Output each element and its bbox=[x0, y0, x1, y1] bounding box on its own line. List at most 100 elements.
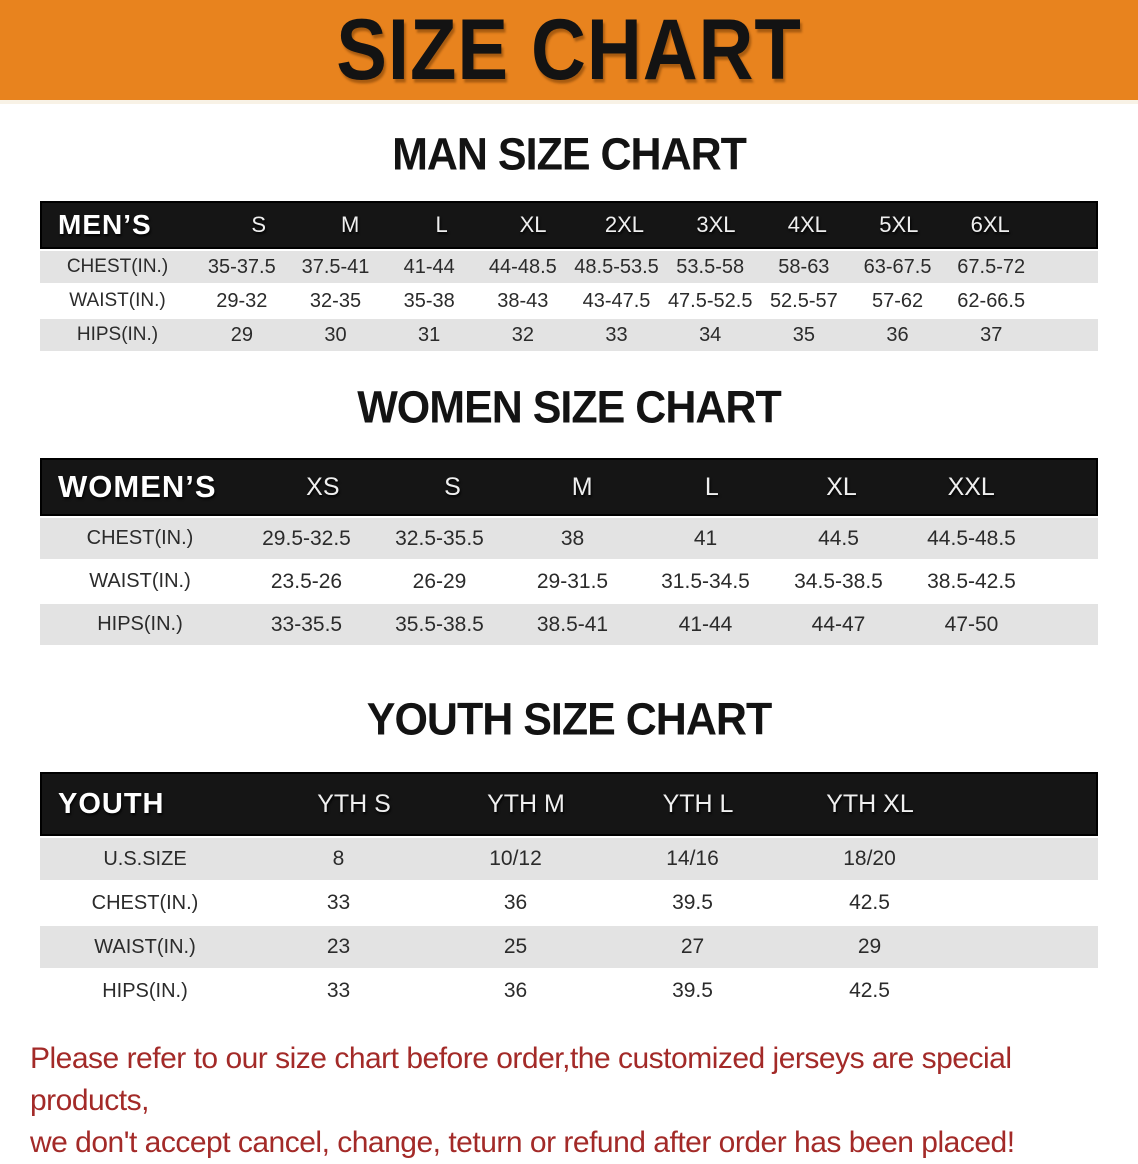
men-header-col: L bbox=[435, 212, 448, 237]
men-header-col: 3XL bbox=[696, 212, 736, 237]
men-header-col: 4XL bbox=[787, 212, 827, 237]
table-cell: 35 bbox=[792, 323, 815, 346]
men-header-col: 2XL bbox=[604, 212, 645, 237]
row-label: HIPS(IN.) bbox=[76, 324, 159, 345]
table-cell: 42.5 bbox=[849, 979, 890, 1002]
women-size-table: WOMEN’S XS S M L XL XXL CHEST(IN.) 29.5-… bbox=[40, 458, 1098, 645]
table-cell: 33-35.5 bbox=[270, 612, 343, 636]
women-header-col: S bbox=[444, 472, 461, 501]
table-cell: 57-62 bbox=[871, 289, 924, 312]
youth-hips-row: HIPS(IN.) 33 36 39.5 42.5 bbox=[40, 970, 1098, 1012]
table-cell: 27 bbox=[680, 935, 705, 958]
women-chest-row: CHEST(IN.) 29.5-32.5 32.5-35.5 38 41 44.… bbox=[40, 518, 1098, 559]
table-cell: 18/20 bbox=[843, 847, 896, 870]
women-header-col: XXL bbox=[947, 472, 995, 501]
women-header-col: XS bbox=[306, 472, 340, 501]
table-cell: 44-47 bbox=[811, 612, 866, 636]
table-cell: 33 bbox=[326, 891, 351, 914]
table-cell: 39.5 bbox=[672, 979, 713, 1002]
men-table-header-row: MEN’S S M L XL 2XL 3XL 4XL 5XL 6XL bbox=[40, 201, 1098, 249]
table-cell: 62-66.5 bbox=[957, 289, 1026, 312]
table-cell: 33 bbox=[326, 979, 351, 1002]
youth-header-col: YTH S bbox=[317, 789, 391, 818]
table-cell: 53.5-58 bbox=[676, 255, 745, 278]
table-cell: 44.5 bbox=[818, 526, 859, 550]
table-cell: 52.5-57 bbox=[769, 289, 838, 312]
size-chart-banner: SIZE CHART bbox=[0, 0, 1138, 104]
table-cell: 36 bbox=[886, 323, 909, 346]
table-cell: 25 bbox=[503, 935, 528, 958]
banner-title: SIZE CHART bbox=[336, 1, 802, 98]
table-cell: 41-44 bbox=[403, 255, 455, 278]
table-cell: 63-67.5 bbox=[863, 255, 932, 278]
table-cell: 36 bbox=[503, 891, 528, 914]
table-cell: 44.5-48.5 bbox=[927, 526, 1016, 550]
table-cell: 36 bbox=[503, 979, 528, 1002]
row-label: HIPS(IN.) bbox=[97, 613, 183, 635]
table-cell: 44-48.5 bbox=[488, 255, 557, 278]
footer-note: Please refer to our size chart before or… bbox=[0, 1038, 1138, 1164]
table-cell: 31 bbox=[418, 323, 441, 346]
men-header-col: S bbox=[251, 212, 267, 237]
youth-header-col: YTH L bbox=[662, 789, 734, 818]
youth-section-heading: YOUTH SIZE CHART bbox=[366, 694, 772, 746]
table-cell: 30 bbox=[324, 323, 347, 346]
men-waist-row: WAIST(IN.) 29-32 32-35 35-38 38-43 43-47… bbox=[40, 285, 1098, 317]
women-header-label: WOMEN’S bbox=[58, 469, 217, 504]
table-cell: 29-32 bbox=[216, 289, 268, 312]
youth-waist-row: WAIST(IN.) 23 25 27 29 bbox=[40, 926, 1098, 968]
table-cell: 29.5-32.5 bbox=[262, 526, 351, 550]
men-header-col: M bbox=[340, 212, 360, 237]
men-size-table: MEN’S S M L XL 2XL 3XL 4XL 5XL 6XL CHEST… bbox=[40, 201, 1098, 351]
women-header-col: XL bbox=[826, 472, 857, 501]
youth-size-table: YOUTH YTH S YTH M YTH L YTH XL U.S.SIZE … bbox=[40, 772, 1098, 1012]
table-cell: 41-44 bbox=[678, 612, 733, 636]
table-cell: 35.5-38.5 bbox=[395, 612, 484, 636]
table-cell: 38-43 bbox=[497, 289, 549, 312]
men-section-heading: MAN SIZE CHART bbox=[392, 129, 747, 181]
table-cell: 58-63 bbox=[778, 255, 830, 278]
youth-ussize-row: U.S.SIZE 8 10/12 14/16 18/20 bbox=[40, 838, 1098, 880]
row-label: CHEST(IN.) bbox=[86, 527, 194, 549]
table-cell: 43-47.5 bbox=[582, 289, 651, 312]
table-cell: 23 bbox=[326, 935, 351, 958]
women-waist-row: WAIST(IN.) 23.5-26 26-29 29-31.5 31.5-34… bbox=[40, 561, 1098, 602]
table-cell: 42.5 bbox=[849, 891, 890, 914]
table-cell: 47-50 bbox=[944, 612, 999, 636]
women-table-header-row: WOMEN’S XS S M L XL XXL bbox=[40, 458, 1098, 516]
table-cell: 67.5-72 bbox=[957, 255, 1026, 278]
table-cell: 48.5-53.5 bbox=[574, 255, 659, 278]
table-cell: 29 bbox=[230, 323, 253, 346]
table-cell: 38 bbox=[560, 526, 585, 550]
row-label: CHEST(IN.) bbox=[91, 891, 199, 914]
table-cell: 37.5-41 bbox=[301, 255, 370, 278]
footer-line-2: we don't accept cancel, change, teturn o… bbox=[30, 1126, 1015, 1159]
youth-header-label: YOUTH bbox=[58, 787, 165, 820]
men-header-col: 6XL bbox=[970, 212, 1010, 237]
table-cell: 32.5-35.5 bbox=[395, 526, 484, 550]
women-header-col: M bbox=[571, 472, 593, 501]
table-cell: 32-35 bbox=[309, 289, 362, 312]
youth-table-header-row: YOUTH YTH S YTH M YTH L YTH XL bbox=[40, 772, 1098, 836]
men-header-col: XL bbox=[519, 212, 547, 237]
table-cell: 35-38 bbox=[403, 289, 455, 312]
table-cell: 47.5-52.5 bbox=[667, 289, 753, 312]
men-hips-row: HIPS(IN.) 29 30 31 32 33 34 35 36 37 bbox=[40, 319, 1098, 351]
table-cell: 39.5 bbox=[672, 891, 713, 914]
men-chest-row: CHEST(IN.) 35-37.5 37.5-41 41-44 44-48.5… bbox=[40, 251, 1098, 283]
table-cell: 32 bbox=[511, 323, 534, 346]
women-section-heading: WOMEN SIZE CHART bbox=[357, 382, 782, 434]
row-label: WAIST(IN.) bbox=[94, 935, 196, 958]
table-cell: 26-29 bbox=[412, 569, 467, 593]
youth-header-col: YTH XL bbox=[826, 789, 914, 818]
table-cell: 31.5-34.5 bbox=[661, 569, 750, 593]
row-label: HIPS(IN.) bbox=[102, 979, 188, 1002]
men-header-label: MEN’S bbox=[58, 209, 152, 240]
women-header-col: L bbox=[704, 472, 719, 501]
women-hips-row: HIPS(IN.) 33-35.5 35.5-38.5 38.5-41 41-4… bbox=[40, 604, 1098, 645]
table-cell: 34 bbox=[699, 323, 722, 346]
table-cell: 38.5-41 bbox=[536, 612, 609, 636]
table-cell: 23.5-26 bbox=[270, 569, 343, 593]
table-cell: 37 bbox=[980, 323, 1003, 346]
row-label: WAIST(IN.) bbox=[89, 570, 191, 592]
